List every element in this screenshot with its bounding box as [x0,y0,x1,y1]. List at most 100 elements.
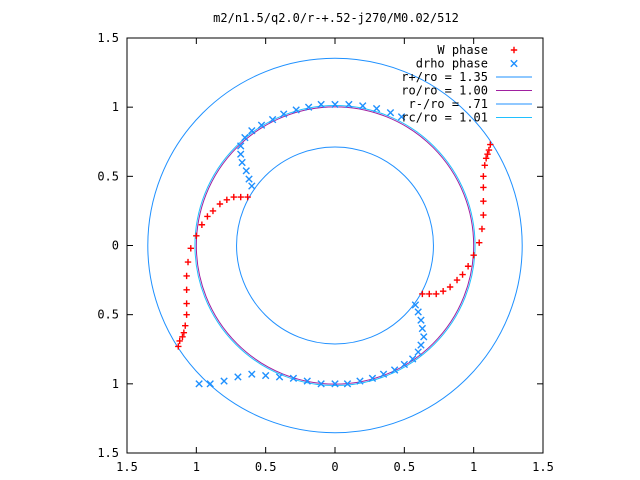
w-phase-point-0-5 [183,311,190,318]
drho-phase-point-1-8 [400,360,409,369]
y-tick-label-6: 1.5 [97,31,119,45]
x-tick-label-6: 1.5 [532,460,554,474]
y-tick-label-0: 1.5 [97,446,119,460]
drho-phase-point-0-15 [345,100,353,109]
drho-phase-point-0-0 [248,182,256,190]
axis-ticks: 1.5 1 0.5 0 0.5 1 1.51.510.500.511.5 [97,31,554,474]
w-phase-point-1-4 [481,162,488,169]
w-phase-point-1-2 [484,151,491,158]
w-phase-point-0-8 [183,272,190,280]
drho-phase-point-0-8 [257,121,266,129]
drho-phase-point-1-9 [390,366,399,374]
drho-phase-point-1-23 [206,380,214,388]
drho-phase-point-0-12 [304,103,313,111]
w-phase-point-1-19 [419,290,426,298]
w-phase-point-1-17 [433,290,440,298]
w-phase-point-1-9 [478,225,486,233]
drho-phase-point-0-14 [331,100,339,109]
legend-label-2: r+/ro = 1.35 [401,70,488,84]
w-phase-point-1-18 [426,290,433,298]
drho-phase-point-1-19 [261,371,270,380]
w-phase-point-0-15 [216,200,224,208]
drho-phase-point-0-1 [245,175,253,183]
w-phase-point-0-18 [237,193,244,201]
w-phase-point-1-5 [480,173,487,180]
drho-phase-point-1-2 [417,316,425,324]
drho-phase-point-1-14 [331,380,339,388]
drho-phase-point-1-4 [420,333,428,341]
drho-phase-point-0-13 [317,100,325,109]
data-points [175,100,494,388]
legend-marker-0 [510,46,518,54]
drho-phase-point-0-18 [386,109,395,117]
x-tick-label-4: 0.5 [393,460,415,474]
x-tick-label-2: 0.5 [255,460,277,474]
w-phase-point-0-12 [198,221,206,228]
w-phase-point-0-10 [187,245,194,252]
w-phase-point-1-12 [464,263,472,270]
w-phase-point-1-15 [446,283,454,291]
y-tick-label-1: 1 [112,377,119,391]
w-phase-point-0-7 [183,286,190,293]
w-phase-point-0-11 [193,232,200,240]
x-tick-label-0: 1.5 [116,460,138,474]
legend-label-5: rc/ro = 1.01 [401,111,488,125]
w-phase-point-1-16 [439,287,447,295]
drho-phase-point-0-19 [397,113,406,121]
w-phase-point-1-8 [480,211,487,219]
x-tick-label-3: 0 [331,460,338,474]
reference-circle-2 [147,57,523,434]
y-tick-label-5: 1 [112,100,119,114]
drho-phase-point-0-11 [292,106,300,114]
drho-phase-point-1-7 [408,355,417,363]
drho-phase-point-1-18 [275,373,284,381]
drho-phase-point-1-5 [417,341,425,349]
drho-phase-point-0-16 [359,102,367,110]
w-phase-point-1-13 [459,271,466,278]
drho-phase-point-1-10 [379,370,388,378]
legend-label-0: W phase [437,43,488,57]
legend-label-3: ro/ro = 1.00 [401,84,488,98]
reference-circle-4 [236,146,434,345]
w-phase-point-1-6 [480,184,487,191]
drho-phase-point-0-3 [238,158,246,167]
w-phase-point-0-0 [175,343,182,350]
w-phase-point-0-14 [209,207,217,215]
drho-phase-point-1-0 [411,301,420,309]
drho-phase-point-1-12 [356,377,364,385]
x-tick-label-1: 1 [193,460,200,474]
w-phase-point-0-17 [230,193,237,201]
legend-label-1: drho phase [416,57,488,71]
w-phase-point-1-1 [485,146,493,154]
drho-phase-point-1-21 [234,373,242,381]
x-tick-label-5: 1 [470,460,477,474]
drho-phase-point-0-7 [248,126,256,135]
legend-marker-1 [510,59,518,68]
y-tick-label-4: 0.5 [97,169,119,183]
drho-phase-point-1-20 [248,370,256,378]
drho-phase-point-1-13 [343,380,352,388]
drho-phase-point-1-3 [418,324,427,333]
drho-phase-point-0-4 [237,150,245,158]
drho-phase-point-1-24 [195,380,203,388]
drho-phase-point-1-6 [414,348,422,356]
w-phase-point-0-9 [184,258,192,266]
w-phase-point-1-3 [482,155,490,162]
drho-phase-point-0-10 [279,110,288,118]
w-phase-point-0-2 [179,333,186,340]
y-tick-label-2: 0.5 [97,308,119,322]
drho-phase-point-1-17 [289,374,298,382]
w-phase-point-0-6 [183,300,190,307]
w-phase-point-0-3 [180,329,188,336]
drho-phase-point-1-16 [303,377,311,385]
w-phase-point-1-11 [470,251,477,259]
drho-phase-point-0-9 [268,115,277,124]
y-tick-label-3: 0 [112,239,119,253]
drho-phase-point-0-6 [241,133,249,142]
w-phase-point-0-1 [176,337,183,345]
w-phase-point-0-13 [204,213,211,220]
drho-phase-point-0-17 [372,104,381,113]
reference-circle-5 [194,104,476,387]
